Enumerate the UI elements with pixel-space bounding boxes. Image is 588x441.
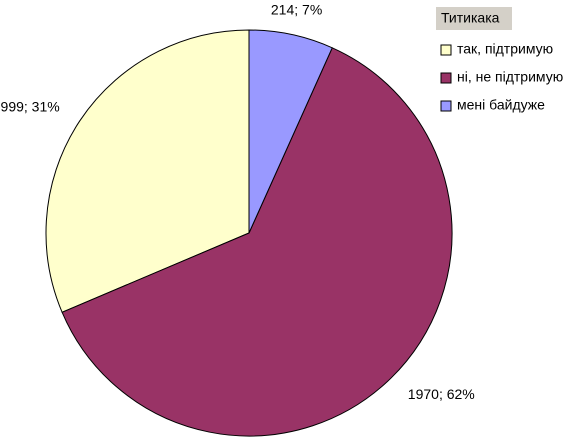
- legend-label: ні, не підтримую: [457, 69, 563, 85]
- data-label: 999; 31%: [1, 98, 60, 114]
- pie-slice: [45, 29, 250, 313]
- data-label: 214; 7%: [271, 2, 322, 18]
- legend-swatch: [440, 44, 452, 56]
- pie-slice: [61, 47, 453, 437]
- data-label: 1970; 62%: [408, 386, 475, 402]
- legend-label: так, підтримую: [457, 41, 553, 57]
- legend-label: мені байдуже: [457, 97, 545, 113]
- legend-swatch: [440, 100, 452, 112]
- legend-title-bg: [436, 7, 512, 30]
- pie-slice: [248, 29, 333, 234]
- legend-title: Титикака: [441, 10, 500, 26]
- legend-swatch: [440, 72, 452, 84]
